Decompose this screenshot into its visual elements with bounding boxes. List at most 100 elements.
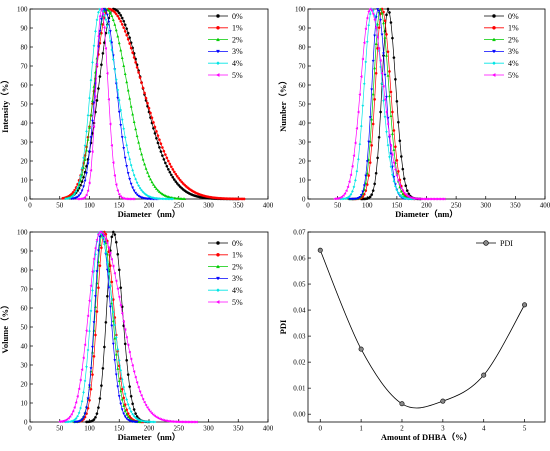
data-point — [162, 193, 166, 197]
data-point — [388, 155, 391, 159]
y-tick-label: 30 — [299, 138, 307, 146]
data-point — [365, 16, 369, 20]
data-point — [98, 75, 102, 78]
data-point — [98, 14, 102, 18]
data-point — [135, 193, 139, 197]
data-point — [91, 288, 94, 292]
data-point — [373, 18, 376, 22]
data-point — [108, 284, 112, 288]
data-point — [389, 114, 393, 117]
data-point — [113, 323, 117, 327]
data-point — [440, 398, 446, 404]
data-point — [442, 197, 446, 201]
legend-marker — [491, 73, 496, 77]
data-point — [392, 179, 396, 183]
data-point — [141, 190, 145, 194]
data-point — [391, 110, 394, 114]
data-point — [96, 10, 100, 14]
data-point — [132, 189, 136, 193]
data-point — [81, 356, 85, 360]
data-point — [150, 180, 154, 184]
data-point — [359, 75, 363, 79]
data-point — [123, 409, 127, 412]
data-point — [117, 379, 121, 383]
legend-item: 2% — [208, 262, 243, 271]
data-point — [86, 348, 90, 352]
data-point — [155, 136, 158, 140]
legend-label: 1% — [232, 24, 243, 33]
data-point — [135, 66, 139, 69]
data-point — [129, 357, 133, 361]
data-point — [137, 71, 140, 74]
data-point — [171, 197, 175, 201]
data-point — [138, 418, 142, 422]
series-line — [71, 8, 158, 200]
data-point — [135, 134, 139, 138]
x-tick-label: 400 — [263, 202, 274, 210]
data-point — [396, 191, 400, 195]
data-point — [389, 152, 393, 156]
y-tick-label: 10 — [21, 399, 29, 407]
data-point — [120, 23, 124, 26]
data-point — [153, 185, 157, 188]
data-point — [380, 33, 384, 37]
legend-label: 3% — [232, 47, 243, 56]
y-tick-label: 0.01 — [293, 385, 306, 393]
data-point — [383, 97, 387, 101]
data-point — [177, 177, 181, 180]
data-point — [85, 172, 89, 175]
data-point — [111, 342, 115, 346]
legend-label: 3% — [508, 47, 519, 56]
data-point — [74, 196, 78, 200]
data-point — [95, 270, 99, 273]
data-point — [67, 416, 70, 420]
data-point — [122, 320, 125, 323]
series-PDI — [317, 247, 528, 409]
data-point — [355, 169, 359, 173]
data-point — [119, 124, 123, 127]
y-tick-label: 0.06 — [293, 254, 306, 262]
data-point — [159, 150, 163, 153]
legend-label: 0% — [508, 12, 519, 21]
data-point — [103, 345, 106, 349]
data-point — [123, 156, 127, 160]
data-point — [153, 414, 157, 418]
data-point — [111, 230, 115, 234]
data-point — [142, 400, 146, 404]
data-point — [147, 408, 151, 412]
data-point — [180, 180, 184, 184]
data-point — [125, 143, 129, 147]
data-point — [154, 415, 158, 419]
data-point — [70, 412, 73, 416]
data-point — [111, 264, 115, 268]
series-5% — [76, 7, 136, 201]
data-point — [356, 197, 360, 200]
data-point — [105, 294, 109, 298]
data-point — [83, 144, 87, 148]
data-point — [105, 71, 109, 75]
data-point — [117, 17, 121, 20]
data-point — [94, 29, 97, 33]
data-point — [365, 160, 369, 163]
data-point — [107, 272, 111, 276]
data-point — [94, 333, 97, 337]
data-point — [146, 101, 149, 105]
y-tick-label: 50 — [299, 100, 307, 108]
legend-marker — [215, 73, 220, 77]
data-point — [153, 420, 157, 424]
data-point — [88, 398, 91, 402]
data-point — [119, 402, 123, 406]
data-point — [116, 34, 120, 38]
legend-item: PDI — [476, 239, 513, 248]
data-point — [92, 418, 96, 421]
x-axis-label: Diameter（nm） — [118, 209, 181, 219]
data-point — [68, 414, 72, 418]
legend-item: 3% — [208, 274, 243, 283]
data-point — [91, 373, 94, 376]
data-point — [402, 177, 406, 181]
data-point — [135, 420, 139, 424]
legend-label: 1% — [232, 251, 243, 260]
legend-label: 5% — [232, 298, 243, 307]
data-point — [376, 35, 379, 39]
data-point — [92, 257, 96, 261]
